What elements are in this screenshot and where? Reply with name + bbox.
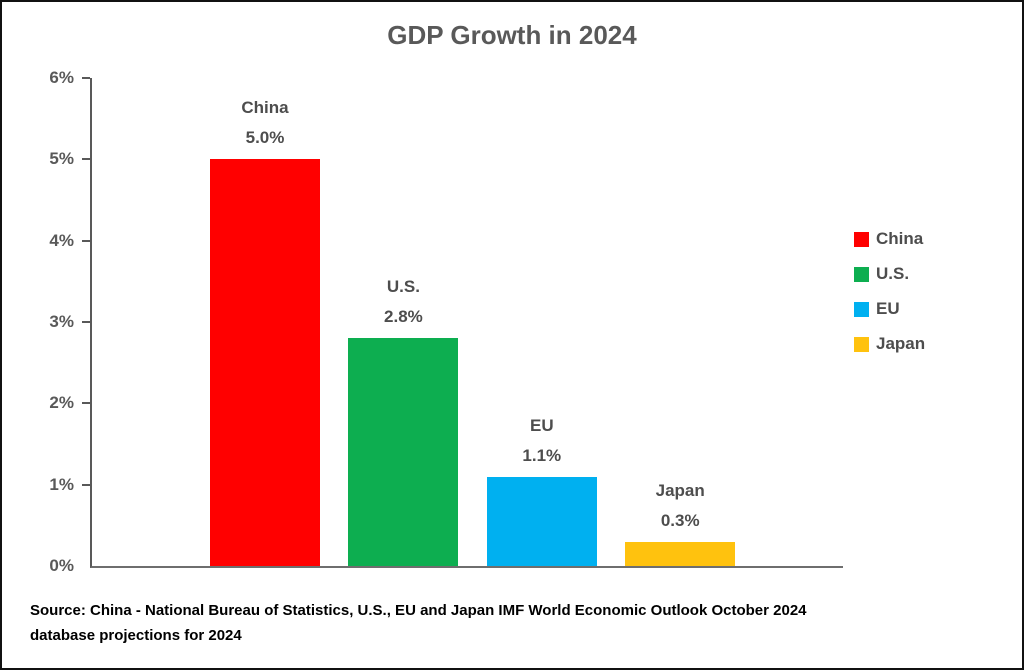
- legend-row-japan: Japan: [854, 333, 925, 355]
- y-axis-tick: [82, 239, 90, 242]
- bar-value-label: 0.3%: [660, 510, 700, 530]
- y-axis-tick-label: 6%: [49, 68, 74, 87]
- legend-label: China: [876, 229, 924, 248]
- legend: China U.S. EU Japan: [854, 228, 925, 368]
- y-axis-tick: [82, 402, 90, 405]
- bar-value-label: 5.0%: [245, 128, 285, 148]
- y-axis-tick: [82, 77, 90, 79]
- bar-eu: [486, 476, 597, 566]
- bar-label: EU 1.1%: [452, 411, 632, 471]
- y-axis-tick-label: 2%: [49, 393, 74, 413]
- y-axis-tick-label: 3%: [49, 312, 74, 331]
- plot-area: 6% 5% 4% 3% 2% 1% 0% China 5.0% U.S. 2.8% EU 1.1% Jap…: [49, 68, 843, 575]
- chart-title: GDP Growth in 2024: [387, 20, 637, 50]
- y-axis-tick-label: 5%: [49, 149, 74, 169]
- bar-label: China 5.0%: [175, 93, 355, 153]
- bar-label: U.S. 2.8%: [313, 272, 493, 332]
- legend-label: EU: [876, 299, 900, 318]
- y-axis-tick-label: 4%: [49, 230, 74, 250]
- y-axis-tick-label: 1%: [49, 474, 74, 494]
- y-axis-tick-label: 0%: [49, 556, 74, 575]
- bar-us: [348, 338, 459, 566]
- bar-value-label: 2.8%: [384, 307, 423, 327]
- bar-label: Japan 0.3%: [590, 476, 770, 536]
- legend-swatch-icon: [854, 231, 869, 247]
- bar-category-label: U.S.: [386, 277, 420, 297]
- y-axis-tick: [82, 158, 90, 161]
- legend-label: Japan: [876, 334, 926, 353]
- legend-row-us: U.S.: [854, 263, 925, 285]
- legend-row-china: China: [854, 228, 925, 250]
- legend-swatch-icon: [854, 266, 869, 282]
- y-axis-tick: [82, 483, 90, 486]
- bar-category-label: EU: [529, 415, 554, 435]
- y-axis-tick: [82, 321, 90, 323]
- legend-swatch-icon: [854, 336, 869, 352]
- bar-category-label: China: [241, 98, 289, 118]
- bar-category-label: Japan: [655, 480, 705, 500]
- legend-swatch-icon: [854, 301, 869, 317]
- legend-label: U.S.: [876, 264, 910, 283]
- bar-value-label: 1.1%: [522, 445, 562, 465]
- legend-row-eu: EU: [854, 298, 925, 320]
- bar-japan: [625, 541, 736, 566]
- bar-china: [210, 159, 320, 566]
- source-note: Source: China - National Bureau of Stati…: [30, 602, 807, 644]
